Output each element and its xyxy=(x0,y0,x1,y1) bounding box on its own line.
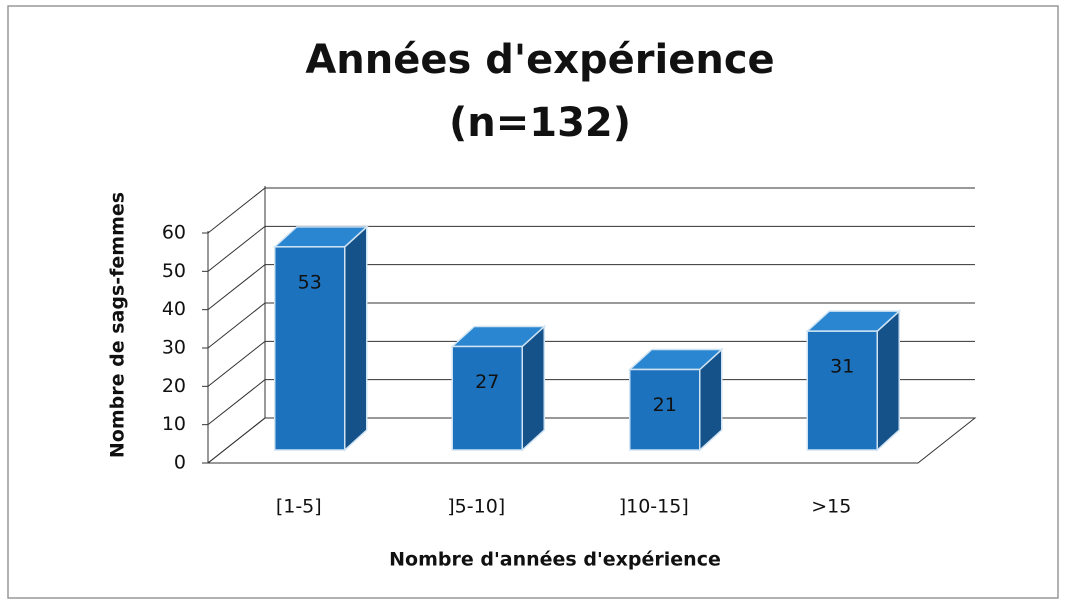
data-label: 27 xyxy=(475,371,499,393)
chart-frame xyxy=(7,5,1059,599)
y-tick-label: 30 xyxy=(162,337,186,359)
y-tick-label: 60 xyxy=(162,222,186,244)
data-label: 31 xyxy=(830,356,854,378)
bar xyxy=(629,368,701,451)
grid-line xyxy=(207,187,975,234)
bar xyxy=(806,330,878,451)
chart-subtitle: (n=132) xyxy=(449,100,631,146)
data-label: 53 xyxy=(298,271,322,293)
y-tick-label: 20 xyxy=(162,375,186,397)
grid-line xyxy=(207,417,975,464)
bar-side xyxy=(521,324,545,452)
y-tick-label: 40 xyxy=(162,298,186,320)
x-tick-label: >15 xyxy=(811,496,851,518)
x-tick-label: [1-5] xyxy=(276,496,322,518)
grid-line xyxy=(207,340,975,387)
grid-line xyxy=(207,225,975,272)
grid-line xyxy=(207,302,975,349)
data-label: 21 xyxy=(653,394,677,416)
y-tick-label: 50 xyxy=(162,260,186,282)
y-axis-label: Nombre de sags-femmes xyxy=(107,192,129,458)
bar xyxy=(274,246,346,451)
x-tick-label: ]5-10] xyxy=(447,496,505,518)
bar-side xyxy=(876,309,900,452)
y-tick-label: 10 xyxy=(162,413,186,435)
grid-line xyxy=(207,379,975,426)
bar xyxy=(451,345,523,451)
grid-line xyxy=(207,264,975,311)
chart-title: Années d'expérience xyxy=(305,37,774,83)
x-axis-label: Nombre d'années d'expérience xyxy=(389,549,721,571)
y-tick-label: 0 xyxy=(174,452,186,474)
bar-side xyxy=(344,225,368,452)
x-tick-label: ]10-15] xyxy=(619,496,689,518)
